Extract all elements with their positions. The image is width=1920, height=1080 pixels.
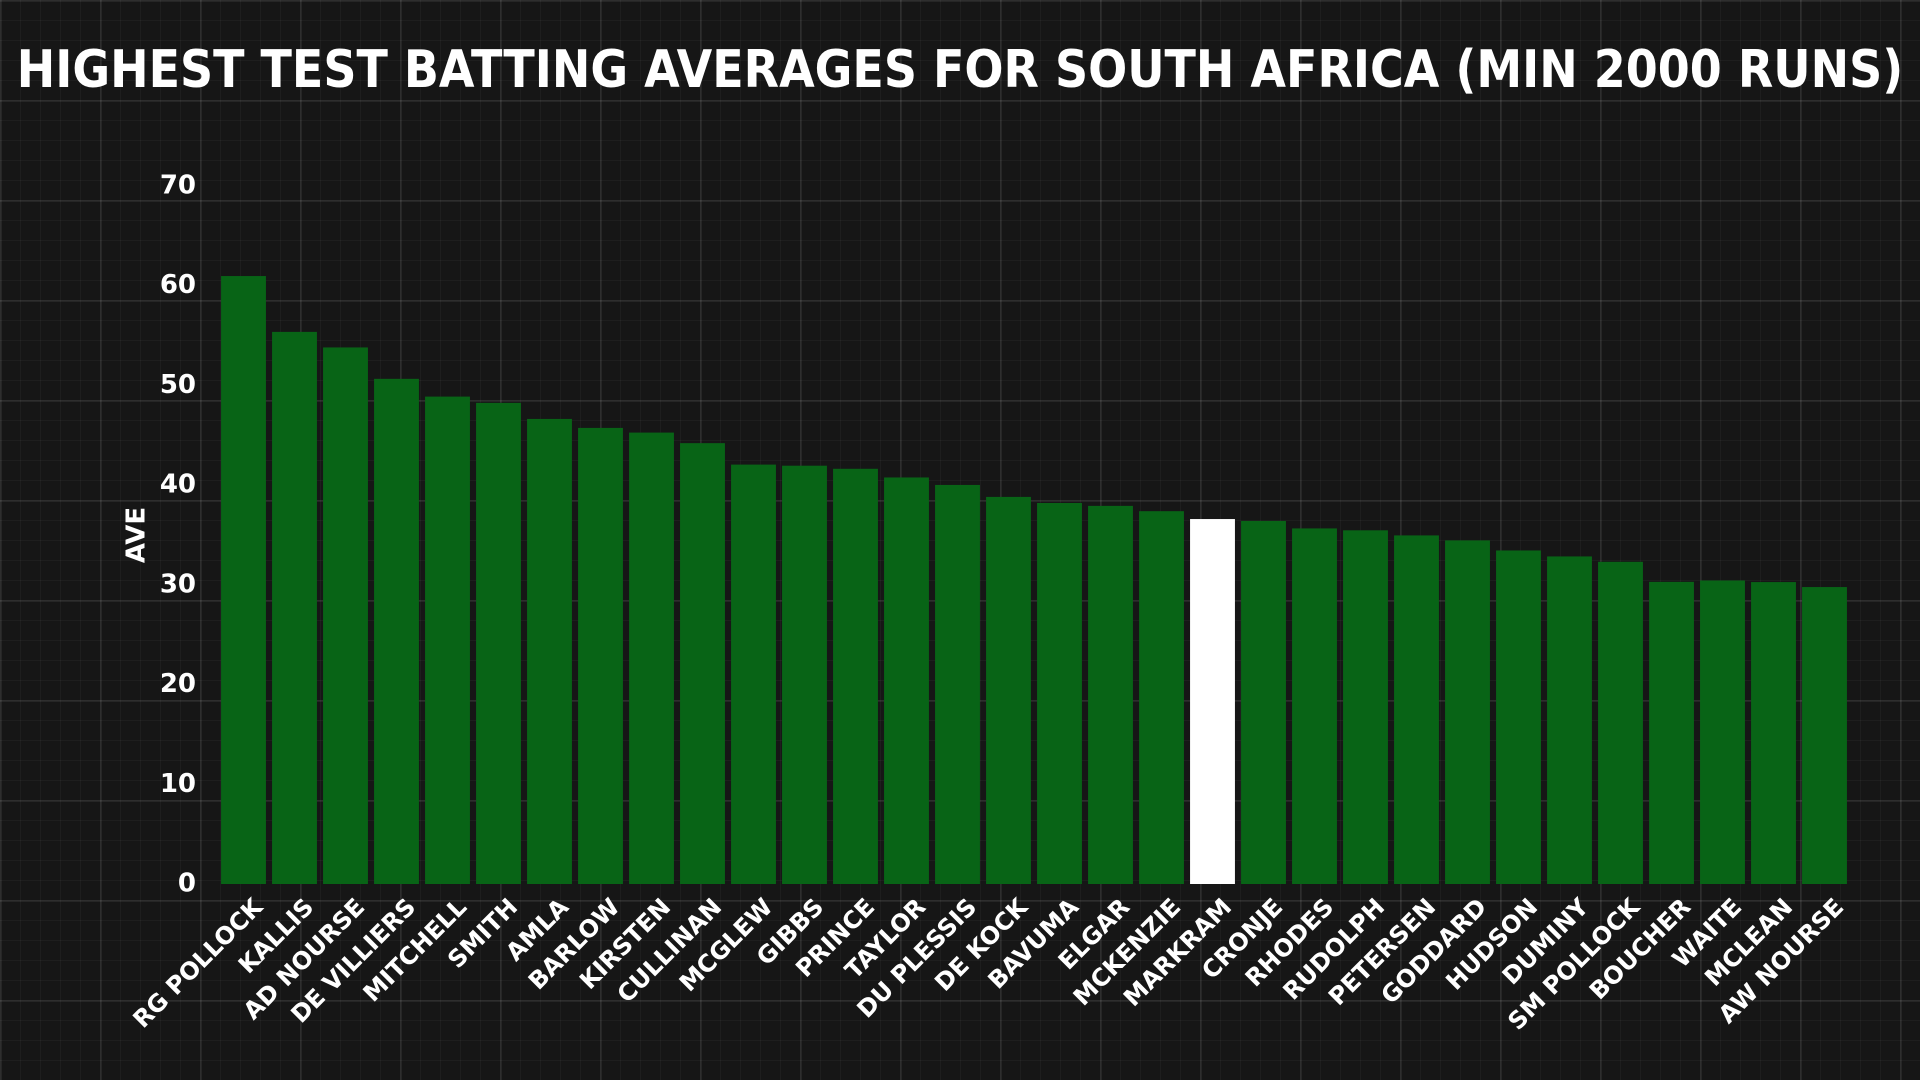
bar: [884, 477, 929, 884]
bar: [1598, 561, 1643, 884]
y-axis-ticks: 0 10 20 30 40 50 60 70: [160, 171, 196, 899]
bar: [1700, 580, 1745, 884]
bar: [1496, 550, 1541, 884]
bar: [1802, 587, 1847, 884]
bar: [1751, 582, 1796, 884]
bar: [1394, 535, 1439, 884]
bar: [833, 468, 878, 884]
bar: [935, 484, 980, 884]
y-tick-label: 0: [178, 869, 196, 899]
y-tick-label: 30: [160, 569, 196, 599]
bar: [323, 347, 368, 884]
bar: [1343, 530, 1388, 884]
y-tick-label: 60: [160, 270, 196, 300]
y-tick-label: 50: [160, 370, 196, 400]
bar: [221, 276, 266, 884]
bar: [1088, 505, 1133, 884]
bar: [1547, 556, 1592, 884]
y-tick-label: 10: [160, 769, 196, 799]
bar: [1292, 528, 1337, 884]
bar: [1037, 502, 1082, 884]
bar: [629, 432, 674, 884]
bar-series: [221, 276, 1847, 884]
bar: [986, 496, 1031, 884]
chart-title: HIGHEST TEST BATTING AVERAGES FOR SOUTH …: [16, 38, 1904, 100]
bar: [476, 402, 521, 884]
bar: [374, 378, 419, 884]
bar: [782, 465, 827, 884]
bar: [1445, 540, 1490, 884]
y-axis-label: AVE: [122, 507, 152, 563]
bar: [1190, 519, 1235, 884]
bar: [1241, 520, 1286, 884]
bar: [731, 464, 776, 884]
bar: [272, 331, 317, 884]
bar: [578, 427, 623, 884]
bar: [1139, 511, 1184, 884]
y-tick-label: 20: [160, 669, 196, 699]
y-tick-label: 40: [160, 470, 196, 500]
bar: [425, 396, 470, 884]
bar: [680, 443, 725, 884]
bar: [527, 418, 572, 884]
y-tick-label: 70: [160, 171, 196, 201]
bar: [1649, 581, 1694, 884]
